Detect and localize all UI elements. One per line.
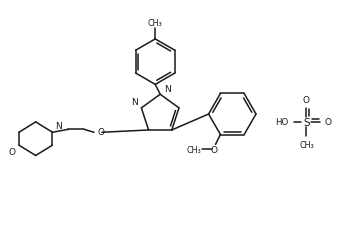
Text: O: O (98, 127, 105, 136)
Text: O: O (9, 147, 16, 156)
Text: CH₃: CH₃ (299, 140, 314, 149)
Text: N: N (164, 85, 171, 94)
Text: CH₃: CH₃ (186, 145, 201, 154)
Text: O: O (303, 96, 310, 105)
Text: O: O (210, 145, 217, 154)
Text: S: S (303, 117, 310, 127)
Text: N: N (55, 122, 62, 131)
Text: O: O (324, 118, 331, 127)
Text: N: N (131, 98, 138, 106)
Text: HO: HO (275, 118, 289, 127)
Text: CH₃: CH₃ (148, 19, 163, 27)
